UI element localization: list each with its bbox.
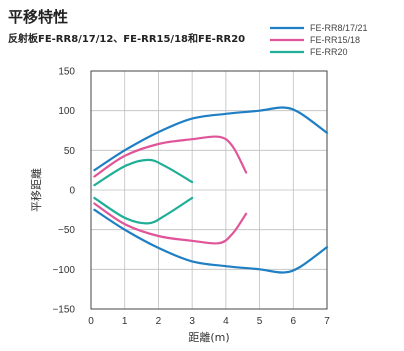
x-tick-label: 0 bbox=[88, 316, 94, 327]
plot-frame bbox=[90, 70, 328, 310]
x-tick-label: 3 bbox=[189, 316, 195, 327]
series-line-fe-rr20-lower bbox=[93, 196, 194, 225]
chart-subtitle: 反射板FE-RR8/17/12、FE-RR15/18和FE-RR20 bbox=[8, 34, 246, 45]
y-tick-label: 100 bbox=[58, 106, 75, 117]
series-line-fe-rr15-18-lower bbox=[93, 202, 248, 245]
grid bbox=[90, 70, 328, 310]
x-axis-label: 距離(m) bbox=[188, 330, 229, 344]
y-tick-label: −50 bbox=[58, 225, 75, 236]
legend-label: FE-RR15/18 bbox=[310, 35, 360, 45]
legend-label: FE-RR20 bbox=[310, 47, 348, 57]
y-axis-label: 平移距離 bbox=[29, 168, 43, 212]
series-line-fe-rr8-17-21-upper bbox=[93, 106, 329, 172]
y-tick-label: −100 bbox=[52, 265, 75, 276]
x-tick-label: 4 bbox=[223, 316, 229, 327]
page-title: 平移特性 bbox=[8, 8, 69, 26]
x-tick-label: 6 bbox=[291, 316, 297, 327]
x-tick-label: 5 bbox=[257, 316, 263, 327]
y-tick-label: 0 bbox=[69, 186, 75, 197]
series-line-fe-rr20-upper bbox=[93, 158, 194, 187]
x-tick-label: 2 bbox=[156, 316, 162, 327]
legend-label: FE-RR8/17/21 bbox=[310, 23, 368, 33]
x-tick-label: 1 bbox=[122, 316, 128, 327]
y-tick-label: 150 bbox=[58, 67, 75, 78]
series-layer bbox=[93, 106, 329, 274]
legend: FE-RR8/17/21 FE-RR15/18 FE-RR20 bbox=[270, 23, 368, 57]
y-tick-label: −150 bbox=[52, 305, 75, 316]
series-line-fe-rr8-17-21-lower bbox=[93, 208, 329, 274]
tick-labels: 0 1 2 3 4 5 6 7 −150 −100 −50 0 50 100 150 bbox=[52, 67, 330, 328]
x-tick-label: 7 bbox=[324, 316, 330, 327]
series-line-fe-rr15-18-upper bbox=[93, 135, 248, 178]
y-tick-label: 50 bbox=[64, 146, 76, 157]
